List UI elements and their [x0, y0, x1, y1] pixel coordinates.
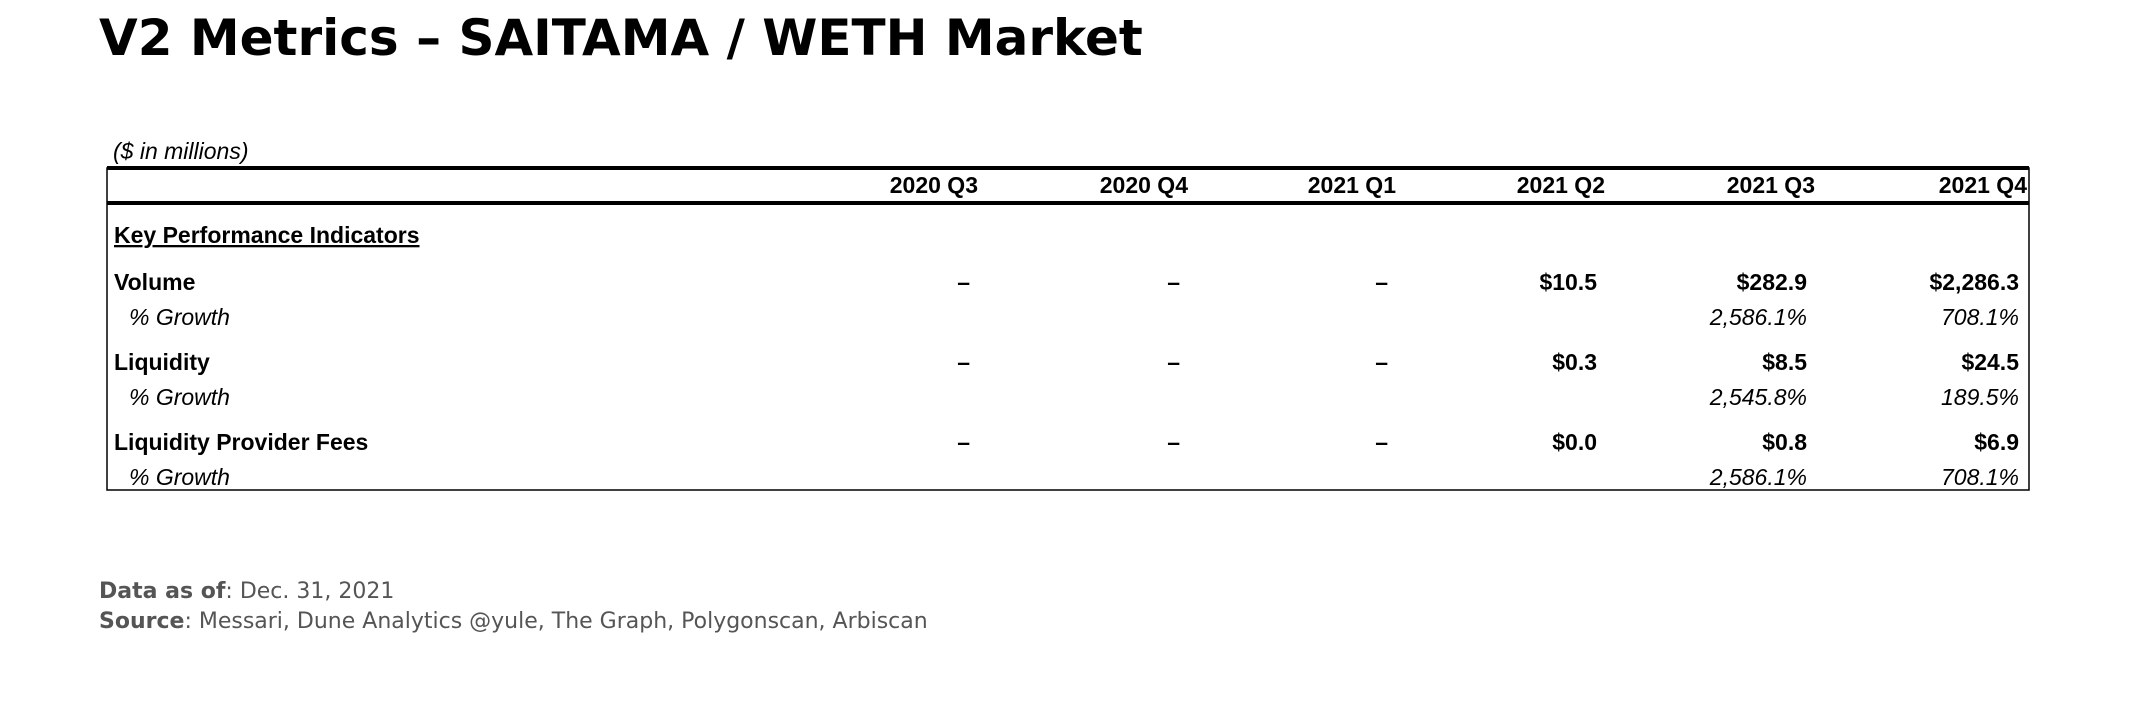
cell-value: –: [957, 429, 970, 455]
cell-growth: 708.1%: [1941, 304, 2019, 330]
cell-value: –: [957, 349, 970, 375]
cell-value: $24.5: [1961, 349, 2019, 375]
row-label: Liquidity: [114, 349, 210, 375]
cell-value: –: [1375, 349, 1388, 375]
cell-growth: 2,545.8%: [1709, 384, 1807, 410]
source-line: Source: Messari, Dune Analytics @yule, T…: [99, 609, 928, 634]
date-line: Data as of: Dec. 31, 2021: [99, 579, 394, 604]
section-heading: Key Performance Indicators: [114, 222, 420, 248]
column-header: 2021 Q4: [1939, 172, 2027, 198]
column-header: 2021 Q2: [1517, 172, 1605, 198]
date: Dec. 31, 2021: [240, 579, 395, 604]
cell-value: $6.9: [1974, 429, 2019, 455]
growth-label: % Growth: [129, 304, 230, 330]
units-note: ($ in millions): [113, 138, 248, 164]
cell-growth: 708.1%: [1941, 464, 2019, 490]
cell-value: –: [1167, 269, 1180, 295]
growth-label: % Growth: [129, 384, 230, 410]
cell-growth: 189.5%: [1941, 384, 2019, 410]
cell-value: $0.8: [1762, 429, 1807, 455]
cell-value: $0.0: [1552, 429, 1597, 455]
cell-value: –: [1167, 349, 1180, 375]
column-header: 2021 Q3: [1727, 172, 1815, 198]
date-label: Data as of: [99, 579, 226, 604]
cell-value: –: [1375, 269, 1388, 295]
column-header: 2021 Q1: [1308, 172, 1396, 198]
cell-growth: 2,586.1%: [1709, 304, 1807, 330]
cell-value: –: [1375, 429, 1388, 455]
cell-value: –: [1167, 429, 1180, 455]
cell-value: $0.3: [1552, 349, 1597, 375]
row-label: Liquidity Provider Fees: [114, 429, 368, 455]
column-header: 2020 Q3: [890, 172, 978, 198]
cell-value: –: [957, 269, 970, 295]
source: Messari, Dune Analytics @yule, The Graph…: [199, 609, 928, 634]
source-label: Source: [99, 609, 184, 634]
cell-value: $10.5: [1539, 269, 1597, 295]
growth-label: % Growth: [129, 464, 230, 490]
cell-growth: 2,586.1%: [1709, 464, 1807, 490]
cell-value: $8.5: [1762, 349, 1807, 375]
title: V2 Metrics – SAITAMA / WETH Market: [99, 9, 1143, 67]
cell-value: $282.9: [1737, 269, 1807, 295]
row-label: Volume: [114, 269, 195, 295]
cell-value: $2,286.3: [1929, 269, 2019, 295]
column-header: 2020 Q4: [1100, 172, 1188, 198]
